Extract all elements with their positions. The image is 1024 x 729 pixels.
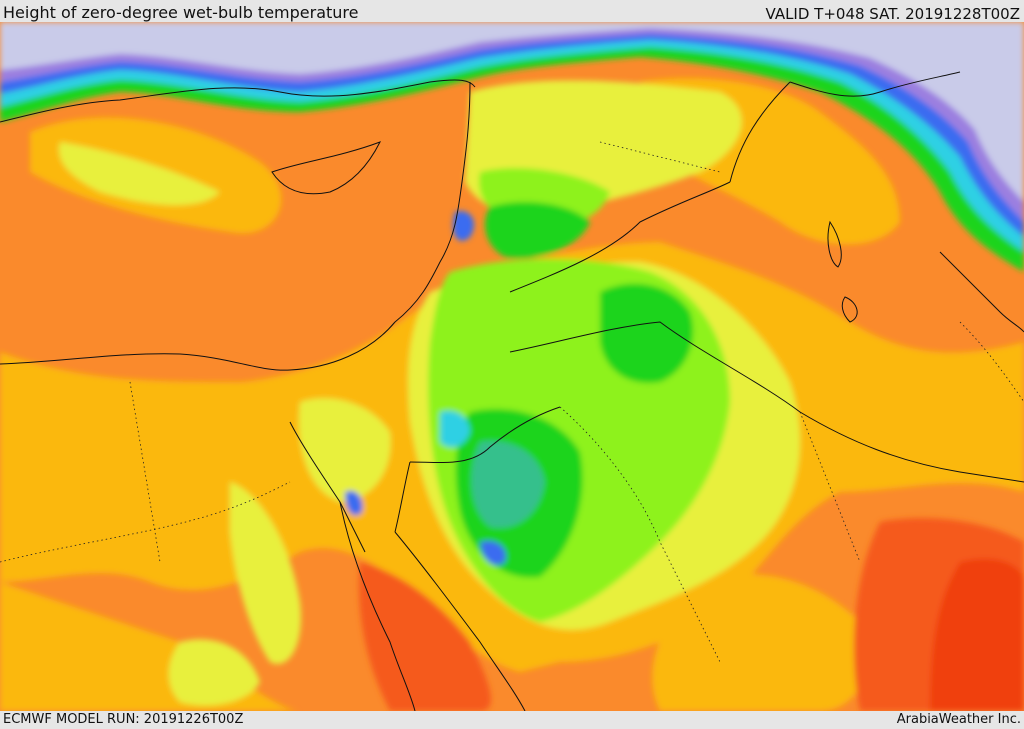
syria-iraq-border	[509, 181, 731, 293]
green-iraq	[600, 283, 694, 383]
gold-bottom-right	[652, 574, 868, 711]
yellow-west-red-sea	[230, 482, 301, 664]
cold-band	[0, 22, 1024, 272]
weather-map	[0, 22, 1024, 711]
blue-lebanon	[452, 211, 475, 241]
blue-saudi	[480, 540, 506, 566]
contour-fills	[0, 78, 1024, 711]
gulf-of-suez	[289, 421, 366, 553]
teal-hejaz	[471, 441, 545, 528]
footer-bar: ECMWF MODEL RUN: 20191226T00Z ArabiaWeat…	[0, 711, 1024, 729]
lake-habbaniyah	[841, 296, 858, 323]
coastline-levant	[0, 81, 471, 371]
valid-time: VALID T+048 SAT. 20191228T00Z	[765, 5, 1020, 23]
blue-sinai	[345, 490, 363, 516]
borders	[0, 71, 1024, 711]
iraq-east-border	[729, 81, 791, 183]
cyprus	[271, 141, 382, 195]
lake-tharthar	[827, 220, 842, 268]
header-bar: Height of zero-degree wet-bulb temperatu…	[0, 0, 1024, 23]
redorange-red-sea	[359, 562, 491, 711]
green-syria	[485, 202, 590, 258]
persian-gulf-coast	[939, 251, 1024, 333]
red-sea-west-coast	[339, 501, 416, 711]
cyan-jordan	[440, 410, 470, 448]
red-southeast	[930, 558, 1024, 711]
saudi-jordan-border	[409, 406, 561, 464]
yellow-cyprus-band	[59, 142, 221, 206]
red-sea-east-coast	[394, 531, 526, 711]
coastline-turkey	[0, 79, 476, 123]
internal-borders	[0, 141, 1024, 663]
credit: ArabiaWeather Inc.	[896, 712, 1021, 727]
yellow-sinai	[299, 398, 391, 502]
jordan-iraq-border	[509, 321, 1024, 483]
model-run: ECMWF MODEL RUN: 20191226T00Z	[3, 712, 244, 727]
gulf-of-aqaba	[394, 461, 411, 533]
iran-border	[789, 71, 961, 97]
yellow-south	[168, 639, 260, 706]
map-title: Height of zero-degree wet-bulb temperatu…	[3, 3, 359, 22]
